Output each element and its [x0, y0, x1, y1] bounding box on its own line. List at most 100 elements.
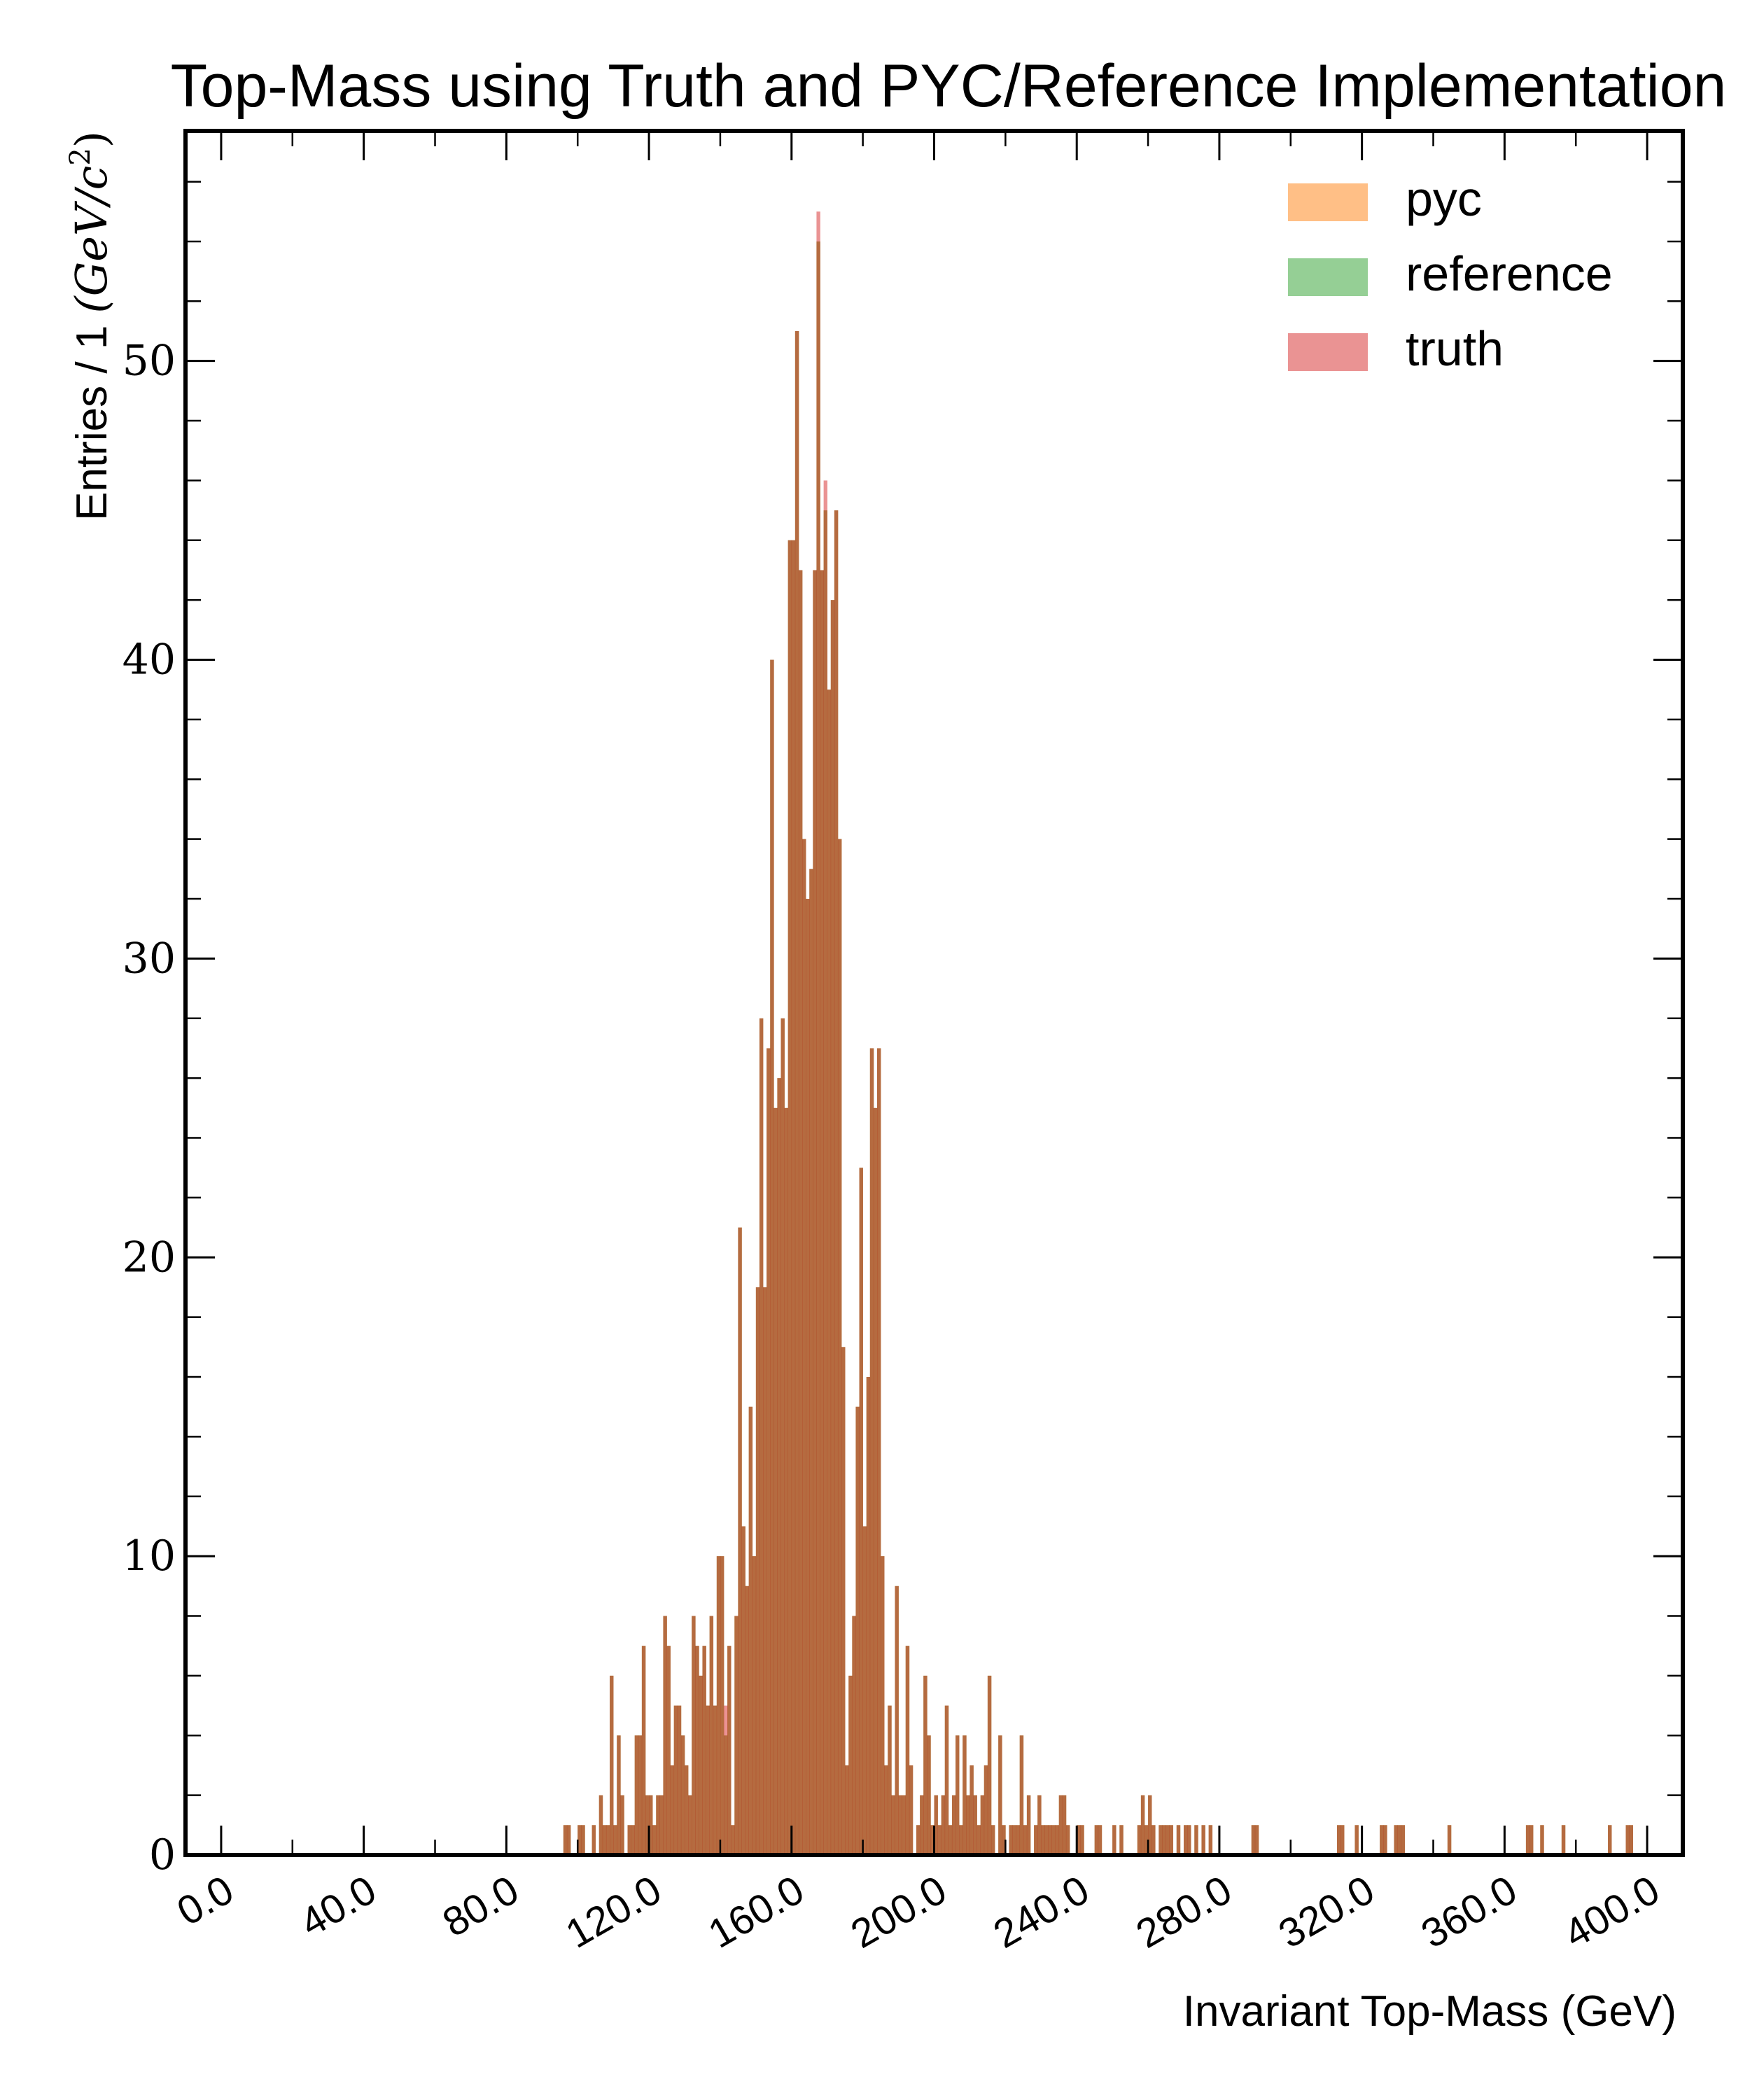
y-tick-label: 10 — [122, 1532, 176, 1581]
bar-truth — [788, 540, 792, 1855]
bar-truth — [1561, 1825, 1566, 1855]
bar-truth — [745, 1586, 749, 1855]
bar-truth — [881, 1556, 885, 1855]
bar-truth — [634, 1735, 639, 1855]
bar-truth — [962, 1735, 967, 1855]
x-axis-label: Invariant Top-Mass (GeV) — [1183, 1987, 1676, 2036]
bar-truth — [1137, 1825, 1142, 1855]
bar-truth — [973, 1795, 977, 1855]
bar-truth — [1094, 1825, 1099, 1855]
bar-truth — [1254, 1825, 1259, 1855]
bar-truth — [820, 570, 824, 1855]
bar-truth — [706, 1705, 710, 1855]
bar-truth — [891, 1795, 895, 1855]
bar-truth — [688, 1795, 692, 1855]
bar-truth — [1383, 1825, 1387, 1855]
bar-truth — [1401, 1825, 1406, 1855]
bar-truth — [884, 1765, 888, 1855]
bar-truth — [731, 1825, 735, 1855]
bar-truth — [652, 1825, 657, 1855]
bar-truth — [1140, 1795, 1145, 1855]
bar-truth — [748, 1406, 753, 1855]
bar-truth — [1152, 1825, 1156, 1855]
histogram-bars — [563, 211, 1633, 1856]
bar-truth — [816, 211, 820, 1855]
bar-truth — [934, 1795, 938, 1855]
bar-truth — [1447, 1825, 1452, 1855]
bar-truth — [834, 510, 839, 1855]
bar-truth — [1397, 1825, 1401, 1855]
bar-truth — [916, 1825, 920, 1855]
bar-truth — [673, 1705, 678, 1855]
bar-truth — [877, 1048, 881, 1855]
bar-truth — [802, 839, 806, 1855]
bar-truth — [987, 1675, 992, 1855]
bar-truth — [774, 1107, 778, 1855]
legend: pyc reference truth — [1288, 172, 1613, 376]
bar-truth — [578, 1825, 582, 1855]
bar-truth — [563, 1825, 568, 1855]
bar-truth — [709, 1616, 714, 1855]
bar-truth — [888, 1705, 892, 1855]
bar-truth — [798, 570, 803, 1855]
bar-truth — [983, 1765, 988, 1855]
bar-truth — [1012, 1825, 1016, 1855]
bar-truth — [923, 1675, 927, 1855]
bar-truth — [1016, 1825, 1021, 1855]
bar-truth — [955, 1735, 960, 1855]
bar-truth — [659, 1795, 664, 1855]
bar-truth — [606, 1825, 610, 1855]
bar-truth — [1629, 1825, 1633, 1855]
legend-swatch — [1288, 258, 1368, 296]
y-axis-label-text: Entries / 1 — [68, 313, 116, 520]
bar-truth — [759, 1018, 764, 1855]
bar-truth — [1158, 1825, 1163, 1855]
bar-truth — [592, 1825, 596, 1855]
bar-truth — [566, 1825, 571, 1855]
bar-truth — [1080, 1825, 1084, 1855]
bar-truth — [638, 1735, 643, 1855]
axis-ticks — [186, 131, 1683, 1856]
bar-truth — [859, 1168, 863, 1855]
series-truth — [563, 211, 1633, 1856]
bar-truth — [598, 1795, 603, 1855]
bar-truth — [1002, 1825, 1006, 1855]
bar-truth — [941, 1795, 946, 1855]
bar-truth — [937, 1825, 941, 1855]
legend-swatch — [1288, 333, 1368, 371]
bar-truth — [617, 1735, 621, 1855]
bar-truth — [1065, 1825, 1070, 1855]
bar-truth — [1336, 1825, 1341, 1855]
bar-truth — [1051, 1825, 1056, 1855]
bar-truth — [1037, 1795, 1042, 1855]
bar-truth — [1162, 1825, 1166, 1855]
bar-truth — [738, 1227, 742, 1855]
bar-truth — [794, 331, 799, 1855]
bar-truth — [980, 1795, 985, 1855]
bar-truth — [770, 659, 774, 1855]
bar-truth — [641, 1646, 646, 1855]
bar-truth — [909, 1765, 913, 1855]
y-axis-label: Entries / 1 (GeV/c2) — [64, 131, 117, 521]
y-axis-label-close: ) — [66, 131, 117, 148]
bar-truth — [720, 1556, 724, 1855]
bar-truth — [920, 1795, 924, 1855]
bar-truth — [1055, 1825, 1060, 1855]
bar-truth — [649, 1795, 653, 1855]
bar-truth — [1201, 1825, 1205, 1855]
bar-truth — [944, 1705, 949, 1855]
bar-truth — [1184, 1825, 1188, 1855]
bar-truth — [727, 1646, 732, 1855]
bar-truth — [627, 1825, 631, 1855]
bar-truth — [752, 1556, 757, 1855]
bar-truth — [766, 1048, 771, 1855]
legend-label: pyc — [1406, 172, 1482, 226]
bar-truth — [645, 1795, 650, 1855]
legend-item-truth: truth — [1288, 321, 1504, 376]
bar-truth — [930, 1825, 934, 1855]
bar-truth — [1058, 1795, 1063, 1855]
legend-item-reference: reference — [1288, 246, 1613, 301]
bar-truth — [656, 1795, 660, 1855]
bar-truth — [1540, 1825, 1544, 1855]
